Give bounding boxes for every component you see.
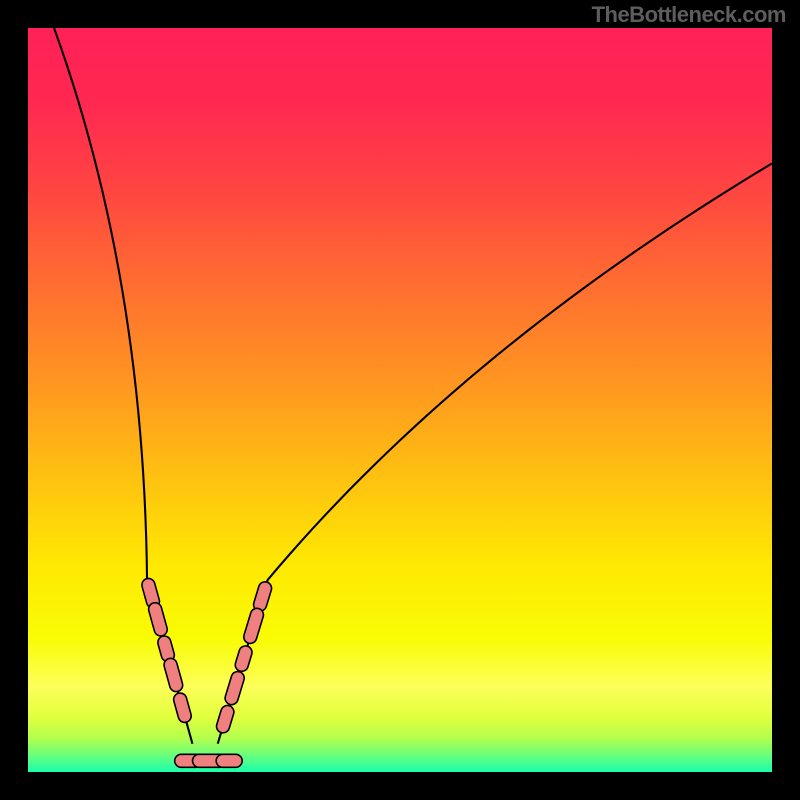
marker-capsule: [216, 754, 242, 767]
watermark-text: TheBottleneck.com: [592, 2, 786, 28]
chart-background: [28, 28, 772, 772]
